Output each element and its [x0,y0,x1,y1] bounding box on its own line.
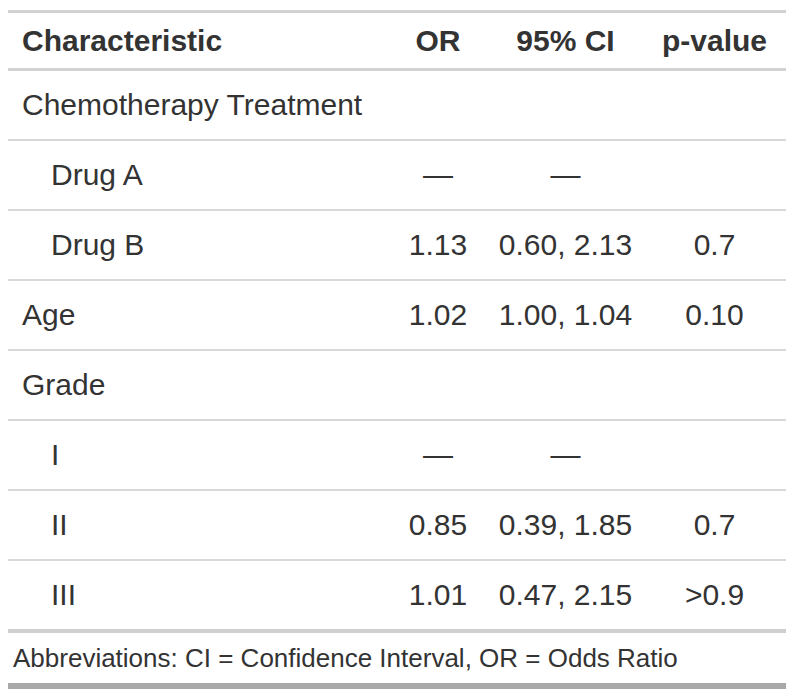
ci-cell: — [488,140,643,210]
ci-cell [488,70,643,141]
header-row: Characteristic OR 95% CI p-value [8,12,786,70]
column-header-ci: 95% CI [488,12,643,70]
or-cell: 1.13 [388,210,488,280]
column-header-p-value: p-value [643,12,786,70]
table-footer: Abbreviations: CI = Confidence Interval,… [8,631,786,686]
characteristic-cell: III [8,560,388,631]
p-value-cell: 0.10 [643,280,786,350]
characteristic-cell: Drug A [8,140,388,210]
table-row: Chemotherapy Treatment [8,70,786,141]
ci-cell [488,350,643,420]
p-value-cell: >0.9 [643,560,786,631]
table-row: I — — [8,420,786,490]
p-value-cell [643,420,786,490]
or-cell: — [388,140,488,210]
p-value-cell: 0.7 [643,210,786,280]
source-note-row: Abbreviations: CI = Confidence Interval,… [8,631,786,686]
characteristic-cell: II [8,490,388,560]
table-row: Age 1.02 1.00, 1.04 0.10 [8,280,786,350]
table-header: Characteristic OR 95% CI p-value [8,12,786,70]
characteristic-cell: Drug B [8,210,388,280]
p-value-cell [643,140,786,210]
or-cell: 1.01 [388,560,488,631]
or-cell: — [388,420,488,490]
ci-cell: 0.60, 2.13 [488,210,643,280]
table-row: III 1.01 0.47, 2.15 >0.9 [8,560,786,631]
source-note: Abbreviations: CI = Confidence Interval,… [8,631,786,686]
characteristic-cell: Grade [8,350,388,420]
ci-cell: 1.00, 1.04 [488,280,643,350]
ci-cell: 0.39, 1.85 [488,490,643,560]
characteristic-cell: Age [8,280,388,350]
p-value-cell [643,350,786,420]
characteristic-cell: I [8,420,388,490]
summary-table-container: Characteristic OR 95% CI p-value Chemoth… [0,0,794,689]
p-value-cell: 0.7 [643,490,786,560]
or-cell: 1.02 [388,280,488,350]
regression-summary-table: Characteristic OR 95% CI p-value Chemoth… [8,10,786,689]
p-value-cell [643,70,786,141]
ci-cell: 0.47, 2.15 [488,560,643,631]
or-cell [388,70,488,141]
table-row: II 0.85 0.39, 1.85 0.7 [8,490,786,560]
or-cell: 0.85 [388,490,488,560]
or-cell [388,350,488,420]
characteristic-cell: Chemotherapy Treatment [8,70,388,141]
table-row: Drug B 1.13 0.60, 2.13 0.7 [8,210,786,280]
table-row: Grade [8,350,786,420]
column-header-characteristic: Characteristic [8,12,388,70]
column-header-or: OR [388,12,488,70]
ci-cell: — [488,420,643,490]
table-body: Chemotherapy Treatment Drug A — — Drug B… [8,70,786,632]
table-row: Drug A — — [8,140,786,210]
